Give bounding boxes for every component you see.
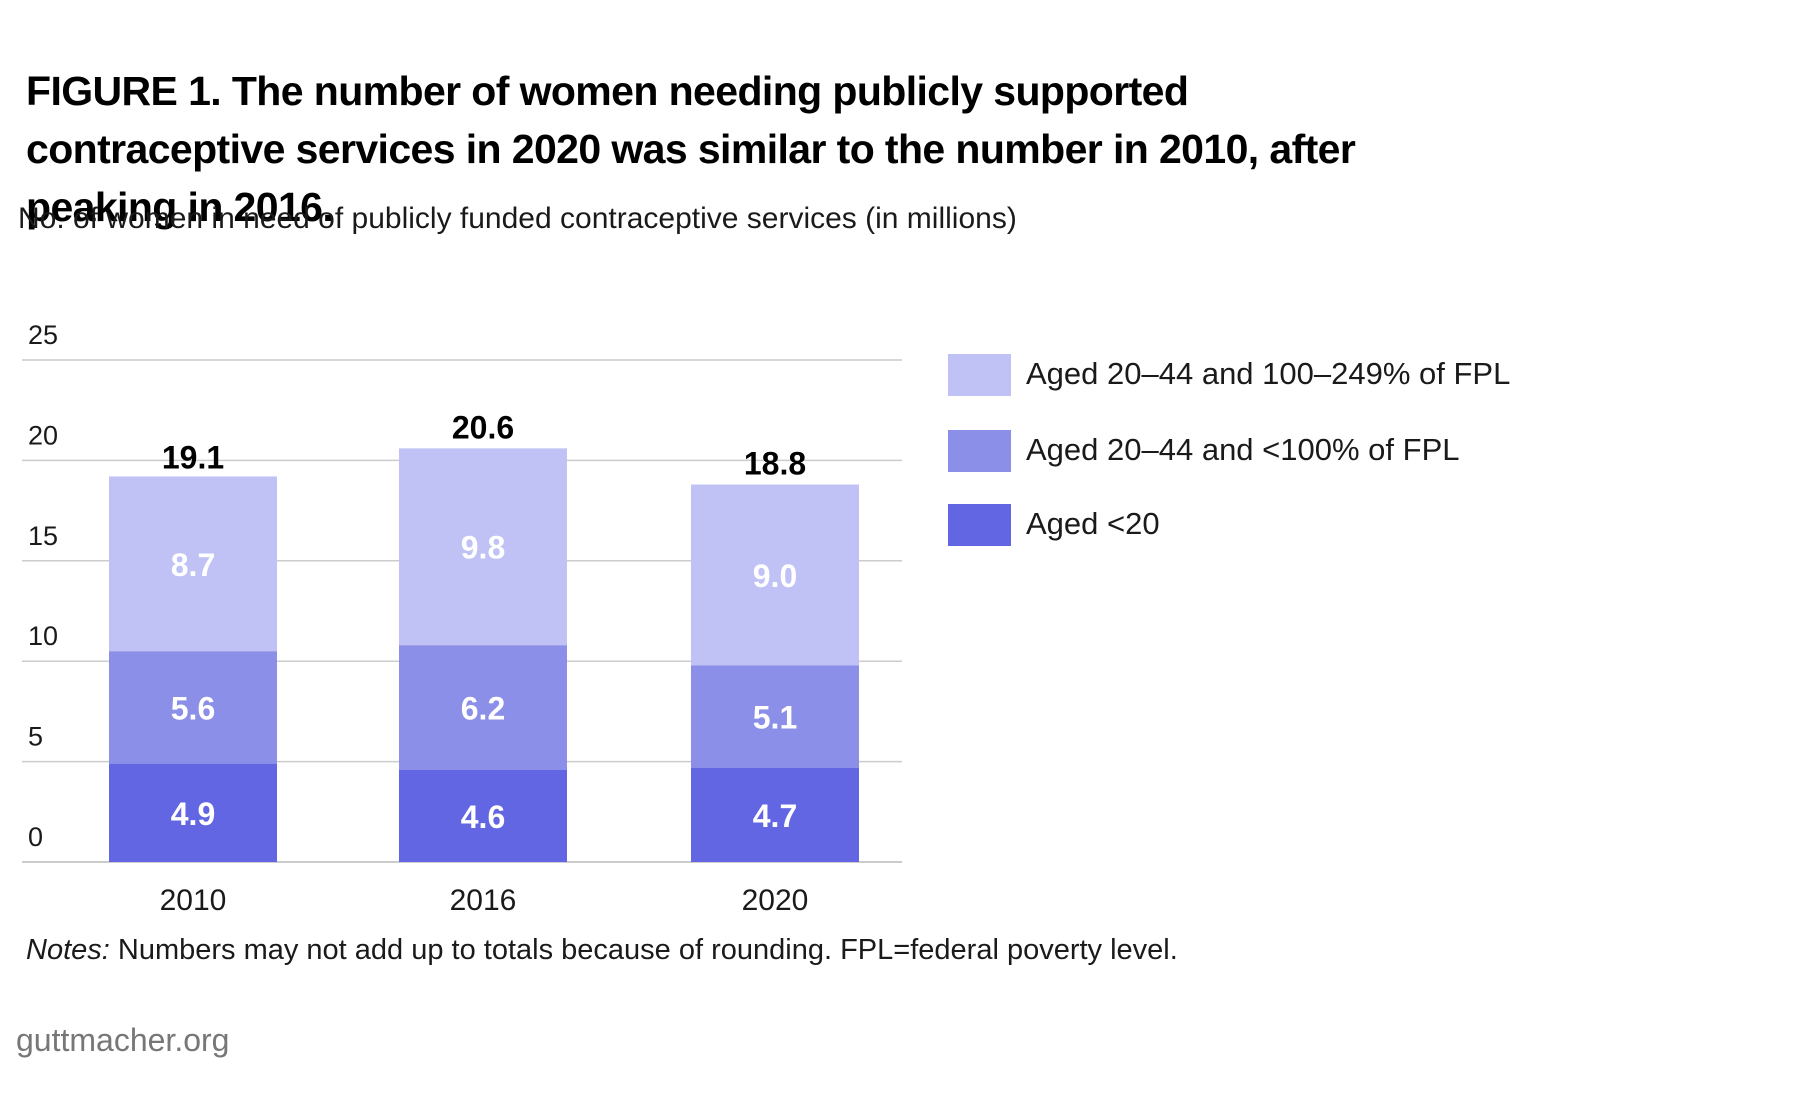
chart-subtitle: No. of women in need of publicly funded …	[18, 202, 1017, 235]
legend-label-under-100-fpl: Aged 20–44 and <100% of FPL	[1026, 432, 1460, 467]
bar-segment-2010-under-100-fpl	[109, 651, 277, 764]
legend-label-100-249-fpl: Aged 20–44 and 100–249% of FPL	[1026, 356, 1511, 391]
segment-value-label-2010-100-249-fpl: 8.7	[171, 547, 215, 583]
y-tick-label-5: 5	[28, 722, 43, 752]
bar-segment-2020-under-100-fpl	[691, 665, 859, 768]
legend-item-100-249-fpl: Aged 20–44 and 100–249% of FPL	[948, 354, 1648, 396]
bar-segment-2016-under-100-fpl	[399, 645, 567, 770]
bar-segment-2010-100-249-fpl	[109, 476, 277, 652]
segment-value-label-2016-100-249-fpl: 9.8	[461, 530, 505, 566]
notes-text: Numbers may not add up to totals because…	[109, 934, 1178, 966]
segment-value-label-2010-under-20: 4.9	[171, 796, 215, 832]
chart-notes: Notes: Numbers may not add up to totals …	[26, 934, 1178, 967]
segment-value-label-2020-100-249-fpl: 9.0	[753, 558, 797, 594]
bar-segment-2020-under-20	[691, 767, 859, 862]
segment-value-label-2016-under-100-fpl: 6.2	[461, 690, 505, 726]
segment-value-label-2020-under-20: 4.7	[753, 798, 797, 834]
total-label-2020: 18.8	[744, 445, 806, 481]
total-label-2016: 20.6	[452, 409, 514, 445]
bar-segment-2010-under-20	[109, 763, 277, 862]
x-category-label-2010: 2010	[160, 884, 227, 917]
legend-label-under-20: Aged <20	[1026, 506, 1160, 541]
segment-value-label-2016-under-20: 4.6	[461, 799, 505, 835]
legend-swatch-100-249-fpl	[948, 354, 1011, 396]
source-credit: guttmacher.org	[16, 1022, 230, 1058]
chart-title: FIGURE 1. The number of women needing pu…	[26, 68, 1356, 230]
total-label-2010: 19.1	[162, 439, 224, 475]
segment-value-label-2010-under-100-fpl: 5.6	[171, 690, 215, 726]
y-tick-label-15: 15	[28, 521, 58, 551]
y-tick-label-10: 10	[28, 621, 58, 651]
bar-segment-2020-100-249-fpl	[691, 484, 859, 666]
segment-value-label-2020-under-100-fpl: 5.1	[753, 699, 797, 735]
legend-item-under-20: Aged <20	[948, 504, 1648, 546]
y-tick-label-25: 25	[28, 320, 58, 350]
y-tick-label-20: 20	[28, 420, 58, 450]
x-category-label-2016: 2016	[450, 884, 517, 917]
legend-swatch-under-20	[948, 504, 1011, 546]
y-tick-label-0: 0	[28, 822, 43, 852]
bar-segment-2016-under-20	[399, 769, 567, 862]
legend-item-under-100-fpl: Aged 20–44 and <100% of FPL	[948, 430, 1648, 472]
notes-label: Notes:	[26, 934, 110, 966]
legend-swatch-under-100-fpl	[948, 430, 1011, 472]
bar-segment-2016-100-249-fpl	[399, 448, 567, 646]
x-category-label-2020: 2020	[742, 884, 809, 917]
